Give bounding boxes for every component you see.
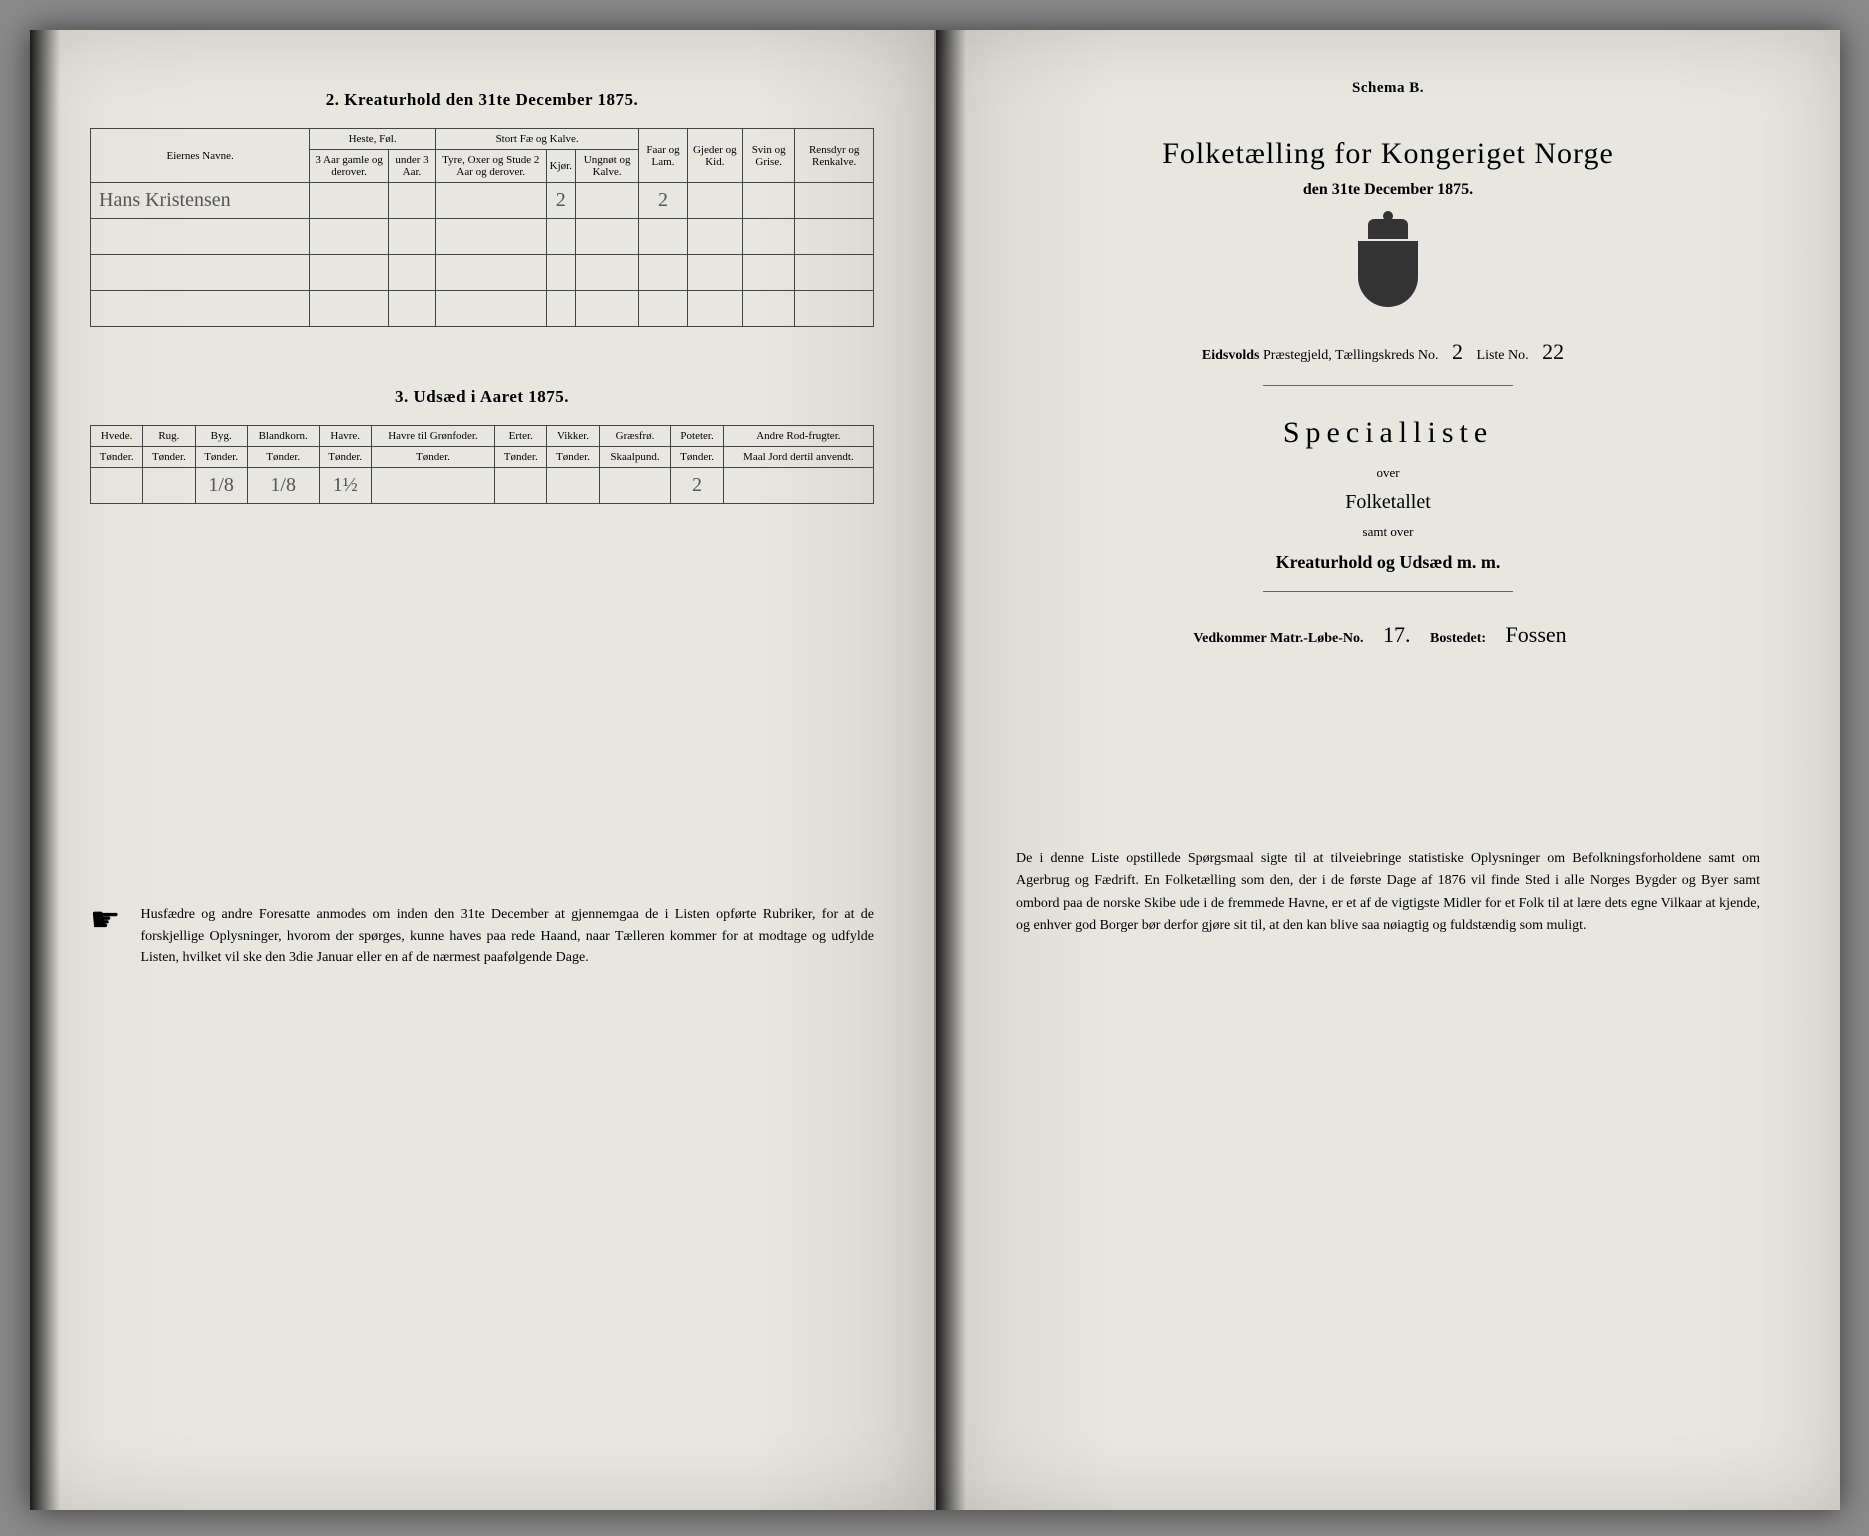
cell <box>687 183 742 219</box>
schema-label: Schema B. <box>996 80 1780 97</box>
right-page: Schema B. Folketælling for Kongeriget No… <box>936 30 1840 1510</box>
bosted-value: Fossen <box>1490 622 1583 647</box>
col-unit: Tønder. <box>495 447 547 468</box>
matr-no: 17. <box>1367 622 1427 647</box>
col-cattle-a: Tyre, Oxer og Stude 2 Aar og derover. <box>435 150 546 183</box>
cell <box>435 183 546 219</box>
parish-name: Eidsvolds <box>1202 348 1260 363</box>
folketallet-label: Folketallet <box>996 491 1780 514</box>
col-header: Havre. <box>319 426 371 447</box>
col-cattle-b: Kjør. <box>546 150 575 183</box>
special-title: Specialliste <box>996 416 1780 450</box>
cell <box>91 468 143 504</box>
col-header: Rug. <box>143 426 195 447</box>
col-horse-b: under 3 Aar. <box>389 150 436 183</box>
bosted-label: Bostedet: <box>1430 631 1486 646</box>
col-unit: Tønder. <box>671 447 723 468</box>
col-header: Erter. <box>495 426 547 447</box>
cell-owner: Hans Kristensen <box>91 183 310 219</box>
cell: 1/8 <box>195 468 247 504</box>
kreaturhold-label: Kreaturhold og Udsæd m. m. <box>996 552 1780 573</box>
divider <box>1263 591 1513 592</box>
matr-label: Vedkommer Matr.-Løbe-No. <box>1193 631 1363 646</box>
cell <box>575 183 638 219</box>
col-header: Byg. <box>195 426 247 447</box>
left-page: 2. Kreaturhold den 31te December 1875. E… <box>30 30 936 1510</box>
col-unit: Tønder. <box>143 447 195 468</box>
kreds-label: Tællingskreds No. <box>1335 348 1438 363</box>
cell <box>389 183 436 219</box>
col-pigs: Svin og Grise. <box>742 129 794 183</box>
col-horse-group: Heste, Føl. <box>310 129 436 150</box>
liste-label: Liste No. <box>1477 348 1529 363</box>
col-unit: Maal Jord dertil anvendt. <box>723 447 873 468</box>
cell <box>742 183 794 219</box>
parish-word: Præstegjeld, <box>1263 348 1332 363</box>
col-header: Vikker. <box>547 426 599 447</box>
table-row: 1/81/81½2 <box>91 468 874 504</box>
cell <box>371 468 494 504</box>
col-header: Andre Rod-frugter. <box>723 426 873 447</box>
col-unit: Tønder. <box>91 447 143 468</box>
cell <box>310 183 389 219</box>
book-spread: 2. Kreaturhold den 31te December 1875. E… <box>30 30 1840 1510</box>
col-reindeer: Rensdyr og Renkalve. <box>795 129 874 183</box>
col-header: Græsfrø. <box>599 426 671 447</box>
col-cattle-c: Ungnøt og Kalve. <box>575 150 638 183</box>
cell <box>495 468 547 504</box>
col-unit: Tønder. <box>371 447 494 468</box>
main-title: Folketælling for Kongeriget Norge <box>996 137 1780 171</box>
section3-title: 3. Udsæd i Aaret 1875. <box>90 387 874 407</box>
col-cattle-group: Stort Fæ og Kalve. <box>435 129 638 150</box>
cell: 2 <box>546 183 575 219</box>
col-header: Havre til Grønfoder. <box>371 426 494 447</box>
kreds-no: 2 <box>1442 339 1473 364</box>
table-row <box>91 219 874 255</box>
instruction-note: ☛ Husfædre og andre Foresatte anmodes om… <box>90 904 874 969</box>
col-sheep: Faar og Lam. <box>639 129 687 183</box>
col-header: Hvede. <box>91 426 143 447</box>
cell <box>599 468 671 504</box>
table-row: Hans Kristensen 2 2 <box>91 183 874 219</box>
table-row <box>91 291 874 327</box>
samt-over-label: samt over <box>996 524 1780 540</box>
cell: 1/8 <box>247 468 319 504</box>
col-unit: Tønder. <box>319 447 371 468</box>
cell <box>547 468 599 504</box>
table-udsaed: Hvede.Rug.Byg.Blandkorn.Havre.Havre til … <box>90 425 874 504</box>
col-unit: Tønder. <box>547 447 599 468</box>
section2-title: 2. Kreaturhold den 31te December 1875. <box>90 90 874 110</box>
over-label: over <box>996 465 1780 481</box>
parish-line: Eidsvolds Præstegjeld, Tællingskreds No.… <box>996 339 1780 365</box>
note-text: Husfædre og andre Foresatte anmodes om i… <box>140 904 874 969</box>
pointing-hand-icon: ☛ <box>90 904 120 969</box>
col-unit: Tønder. <box>247 447 319 468</box>
col-goats: Gjeder og Kid. <box>687 129 742 183</box>
cell: 2 <box>671 468 723 504</box>
table-kreaturhold: Eiernes Navne. Heste, Føl. Stort Fæ og K… <box>90 128 874 327</box>
cell <box>723 468 873 504</box>
cell <box>795 183 874 219</box>
divider <box>1263 385 1513 386</box>
cell <box>143 468 195 504</box>
coat-of-arms-icon <box>1353 219 1423 309</box>
table-row <box>91 255 874 291</box>
col-owner: Eiernes Navne. <box>91 129 310 183</box>
bottom-paragraph: De i denne Liste opstillede Spørgsmaal s… <box>996 848 1780 938</box>
liste-no: 22 <box>1532 339 1574 364</box>
main-subtitle: den 31te December 1875. <box>996 181 1780 199</box>
col-header: Poteter. <box>671 426 723 447</box>
col-horse-a: 3 Aar gamle og derover. <box>310 150 389 183</box>
cell: 2 <box>639 183 687 219</box>
col-unit: Skaalpund. <box>599 447 671 468</box>
col-header: Blandkorn. <box>247 426 319 447</box>
col-unit: Tønder. <box>195 447 247 468</box>
cell: 1½ <box>319 468 371 504</box>
vedkommer-line: Vedkommer Matr.-Løbe-No. 17. Bostedet: F… <box>996 622 1780 648</box>
